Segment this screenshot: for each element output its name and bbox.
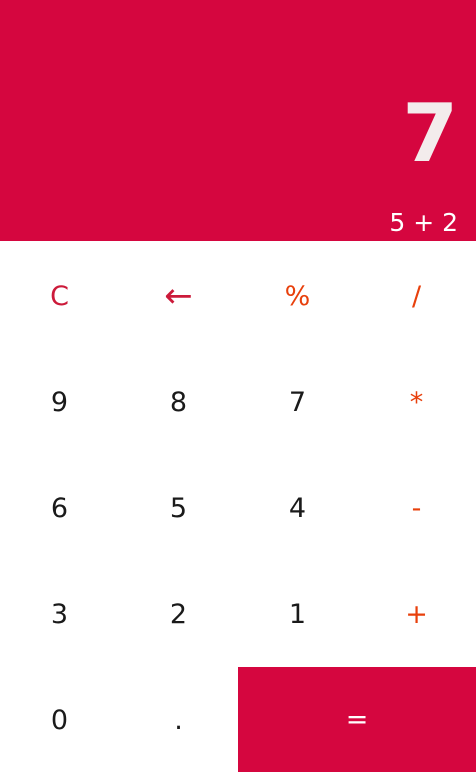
equals-button[interactable]: =	[238, 667, 476, 772]
digit-9-button[interactable]: 9	[50, 386, 69, 418]
digit-7-button[interactable]: 7	[288, 386, 307, 418]
percent-button[interactable]: %	[284, 280, 311, 312]
decimal-button[interactable]: .	[174, 704, 183, 736]
digit-4-button[interactable]: 4	[288, 492, 307, 524]
digit-1-button[interactable]: 1	[288, 598, 307, 630]
expression-text: 5 + 2	[389, 208, 458, 237]
digit-5-button[interactable]: 5	[169, 492, 188, 524]
display-panel: 7 5 + 2	[0, 0, 476, 241]
digit-3-button[interactable]: 3	[50, 598, 69, 630]
multiply-button[interactable]: *	[409, 386, 424, 418]
digit-8-button[interactable]: 8	[169, 386, 188, 418]
divide-button[interactable]: /	[411, 280, 422, 312]
result-value: 7	[402, 87, 458, 180]
subtract-button[interactable]: -	[411, 492, 422, 524]
digit-6-button[interactable]: 6	[50, 492, 69, 524]
digit-2-button[interactable]: 2	[169, 598, 188, 630]
keypad: C ← % / 9 8 7 * 6 5 4 - 3 2 1 + 0 . =	[0, 241, 476, 772]
backspace-button[interactable]: ←	[164, 276, 193, 316]
digit-0-button[interactable]: 0	[50, 704, 69, 736]
add-button[interactable]: +	[405, 598, 428, 630]
clear-button[interactable]: C	[50, 280, 69, 312]
